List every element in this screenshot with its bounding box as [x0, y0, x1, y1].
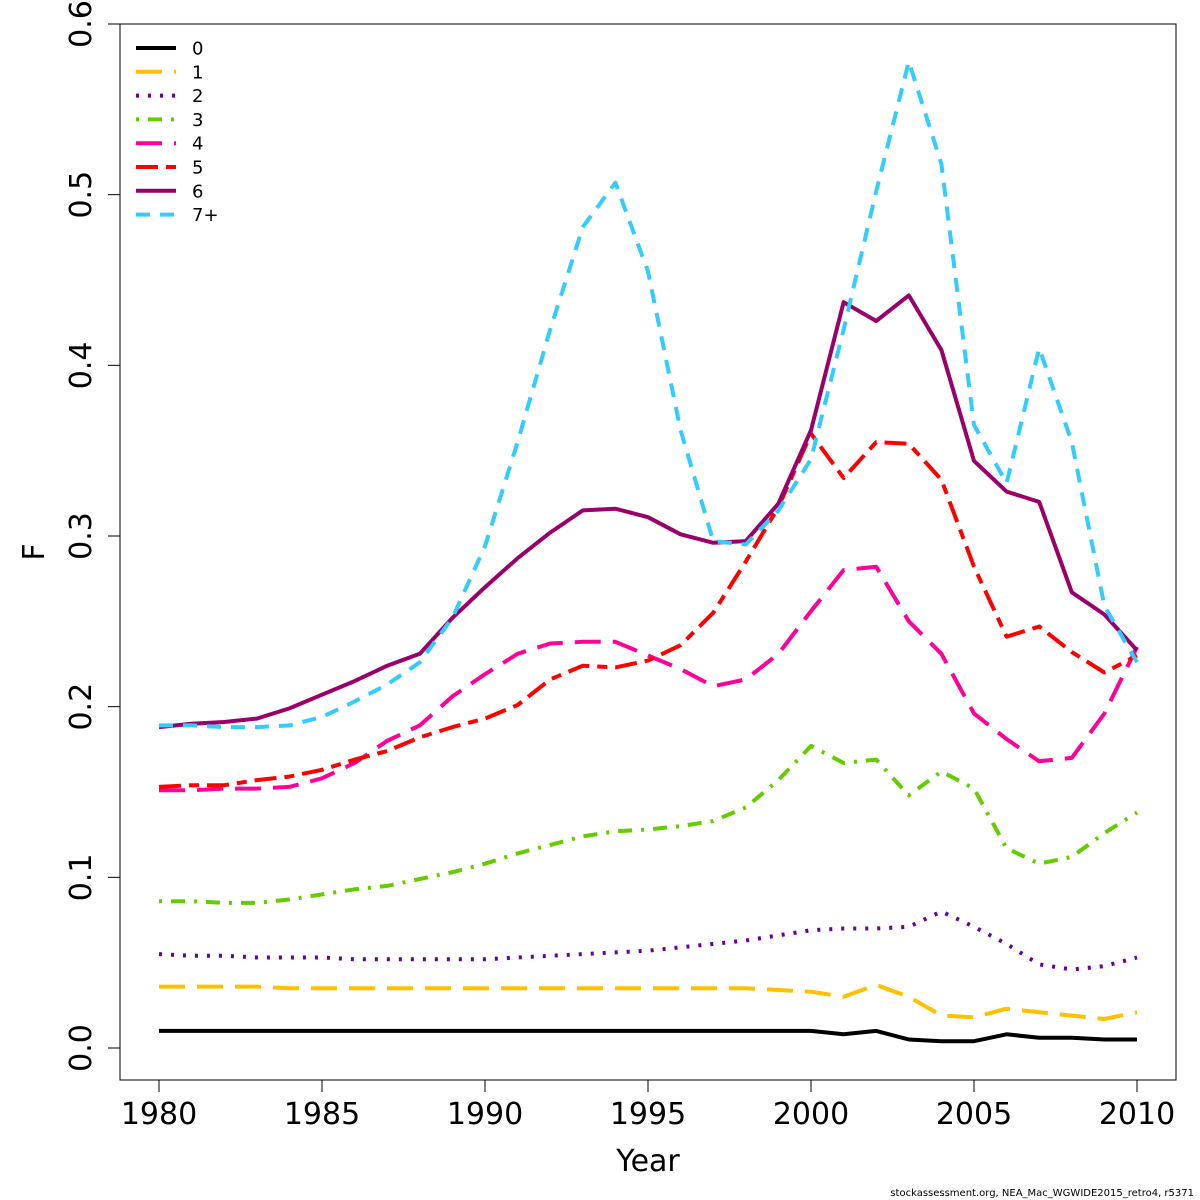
legend-label: 0: [192, 39, 203, 60]
y-axis-title: F: [17, 543, 52, 560]
y-tick-label: 0.4: [64, 341, 99, 389]
legend-label: 6: [192, 181, 203, 202]
legend: 01 2 3 4 56 7+: [136, 39, 219, 226]
y-tick-label: 0.6: [64, 0, 99, 48]
series-line-4: [159, 564, 1139, 793]
y-tick-label: 0.2: [64, 683, 99, 731]
series-line-6: [158, 293, 1139, 730]
y-tick-label: 0.0: [64, 1024, 99, 1072]
series-line-3: [159, 743, 1139, 905]
legend-label: 1: [192, 62, 203, 83]
series-line-0: [159, 1028, 1137, 1044]
y-axis: 0.0 0.1 0.2 0.3 0.4 0.5 0.6: [64, 0, 121, 1072]
series-line-2: [158, 909, 1138, 972]
x-tick-label: 2005: [936, 1097, 1012, 1132]
x-tick-label: 1985: [284, 1097, 360, 1132]
x-tick-label: 2000: [773, 1097, 849, 1132]
source-caption: stockassessment.org, NEA_Mac_WGWIDE2015_…: [890, 1188, 1194, 1199]
series-layer: [158, 59, 1139, 1044]
series-line-7plus: [159, 59, 1139, 730]
series-line-1: [159, 982, 1138, 1021]
legend-label: 5: [192, 158, 203, 179]
x-tick-label: 1995: [610, 1097, 686, 1132]
x-tick-label: 1980: [121, 1097, 197, 1132]
legend-label: 2: [192, 86, 203, 107]
x-axis-title: Year: [615, 1144, 680, 1179]
x-tick-label: 1990: [447, 1097, 523, 1132]
legend-label: 4: [192, 134, 203, 155]
legend-label: 3: [192, 110, 203, 131]
y-tick-label: 0.1: [64, 853, 99, 901]
x-axis: 1980 1985 1990 1995 2000 2005 2010: [121, 1079, 1175, 1132]
plot-frame: [119, 23, 1177, 1081]
y-tick-label: 0.5: [64, 171, 99, 219]
y-tick-label: 0.3: [64, 512, 99, 560]
legend-label: 7+: [192, 205, 219, 226]
series-line-5: [158, 431, 1138, 789]
x-tick-label: 2010: [1099, 1097, 1175, 1132]
